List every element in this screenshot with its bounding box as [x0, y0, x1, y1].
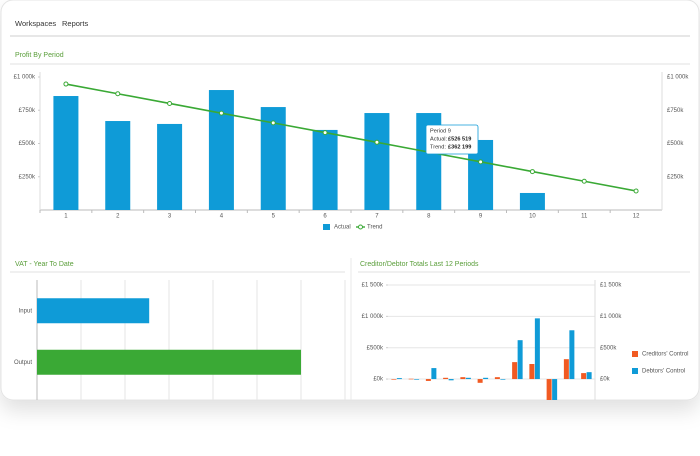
trend-point: [478, 159, 484, 165]
bar: [512, 362, 518, 380]
trend-point: [322, 130, 328, 136]
legend-label: Debtors' Control: [642, 369, 685, 375]
bar: [494, 377, 500, 380]
trend-point: [581, 178, 587, 184]
x-tick-label: 6: [323, 214, 327, 220]
bar: [312, 129, 338, 210]
trend-point: [167, 100, 173, 106]
y-tick-label: £500k: [367, 345, 384, 351]
y-tick-label: £1 000k: [14, 75, 36, 81]
bar: [500, 379, 506, 380]
bar: [517, 340, 523, 380]
bar: [157, 123, 183, 210]
y2-tick-label: £500k: [600, 345, 617, 351]
panel-title: Profit By Period: [15, 52, 64, 59]
panel-title: Creditor/Debtor Totals Last 12 Periods: [360, 261, 479, 268]
bar: [443, 377, 449, 380]
legend-label: Creditors' Control: [642, 352, 689, 358]
bar: [53, 96, 79, 210]
bar: [37, 298, 150, 324]
x-tick-label: 4: [220, 214, 224, 220]
trend-line: [65, 83, 637, 192]
y2-tick-label: £1 000k: [600, 314, 622, 320]
y2-tick-label: £750k: [667, 108, 684, 114]
bar: [414, 379, 420, 380]
x-tick-label: 12: [633, 214, 640, 220]
tooltip-value: £526 519: [448, 136, 471, 142]
y-tick-label: £250k: [19, 174, 36, 180]
trend-point: [115, 91, 121, 97]
panel-title: VAT - Year To Date: [15, 261, 74, 268]
tooltip-value: £362 199: [448, 144, 471, 150]
bar: [483, 377, 489, 380]
trend-point: [374, 139, 380, 145]
bar: [391, 379, 397, 380]
bar: [448, 379, 454, 381]
tooltip-title: Period 9: [430, 128, 451, 134]
bar: [563, 359, 569, 380]
x-tick-label: 9: [479, 214, 483, 220]
bar: [552, 379, 558, 400]
bar: [425, 379, 431, 381]
x-tick-label: 1: [64, 214, 68, 220]
bar: [431, 368, 437, 380]
legend-swatch: [358, 224, 363, 230]
card: [0, 0, 700, 401]
bar: [37, 349, 301, 375]
y2-tick-label: £0k: [600, 377, 611, 383]
y2-tick-label: £1 500k: [600, 283, 622, 289]
x-tick-label: 5: [272, 214, 276, 220]
legend-swatch: [323, 224, 330, 230]
bar: [396, 378, 402, 380]
bar: [208, 90, 234, 210]
trend-point: [218, 110, 224, 116]
x-tick-label: 11: [581, 214, 588, 220]
bar: [105, 121, 131, 210]
card-content: Workspaces Reports Profit By Period £250k £2…: [10, 19, 690, 400]
trend-point: [529, 169, 535, 175]
y-tick-label: Output: [14, 360, 32, 366]
y2-tick-label: £500k: [667, 141, 684, 147]
y-tick-label: £1 000k: [362, 314, 384, 320]
x-tick-label: 8: [427, 214, 431, 220]
bar: [465, 377, 471, 380]
bar: [534, 318, 540, 380]
nav-tab[interactable]: Reports: [62, 19, 89, 28]
bar: [581, 373, 587, 380]
bar: [364, 113, 390, 210]
nav-tab[interactable]: Workspaces: [15, 19, 56, 28]
y-tick-label: £1 500k: [362, 283, 384, 289]
y2-tick-label: £250k: [667, 174, 684, 180]
x-tick-label: 2: [116, 214, 120, 220]
legend-swatch: [632, 368, 638, 374]
y-tick-label: £0k: [373, 377, 384, 383]
y2-tick-label: £1 000k: [667, 75, 689, 81]
legend-label: Actual: [334, 225, 351, 231]
bar: [546, 379, 552, 400]
bar: [519, 192, 545, 210]
trend-point: [63, 81, 69, 87]
trend-point: [270, 120, 276, 126]
bar: [477, 379, 483, 383]
bar: [569, 330, 575, 380]
trend-point: [633, 188, 639, 194]
bar: [408, 378, 414, 380]
tooltip: [425, 124, 479, 155]
x-tick-label: 10: [529, 214, 536, 220]
tooltip-label: Actual:: [430, 136, 448, 142]
x-tick-label: 3: [168, 214, 172, 220]
y-tick-label: £750k: [19, 108, 36, 114]
legend-label: Trend: [367, 225, 382, 231]
y-tick-label: £500k: [19, 141, 36, 147]
x-tick-label: 7: [375, 214, 379, 220]
y-tick-label: Input: [19, 308, 33, 314]
tooltip-label: Trend:: [430, 144, 446, 150]
bar: [529, 364, 535, 380]
bar: [460, 377, 466, 380]
bar: [586, 372, 592, 380]
legend-swatch: [632, 351, 638, 357]
